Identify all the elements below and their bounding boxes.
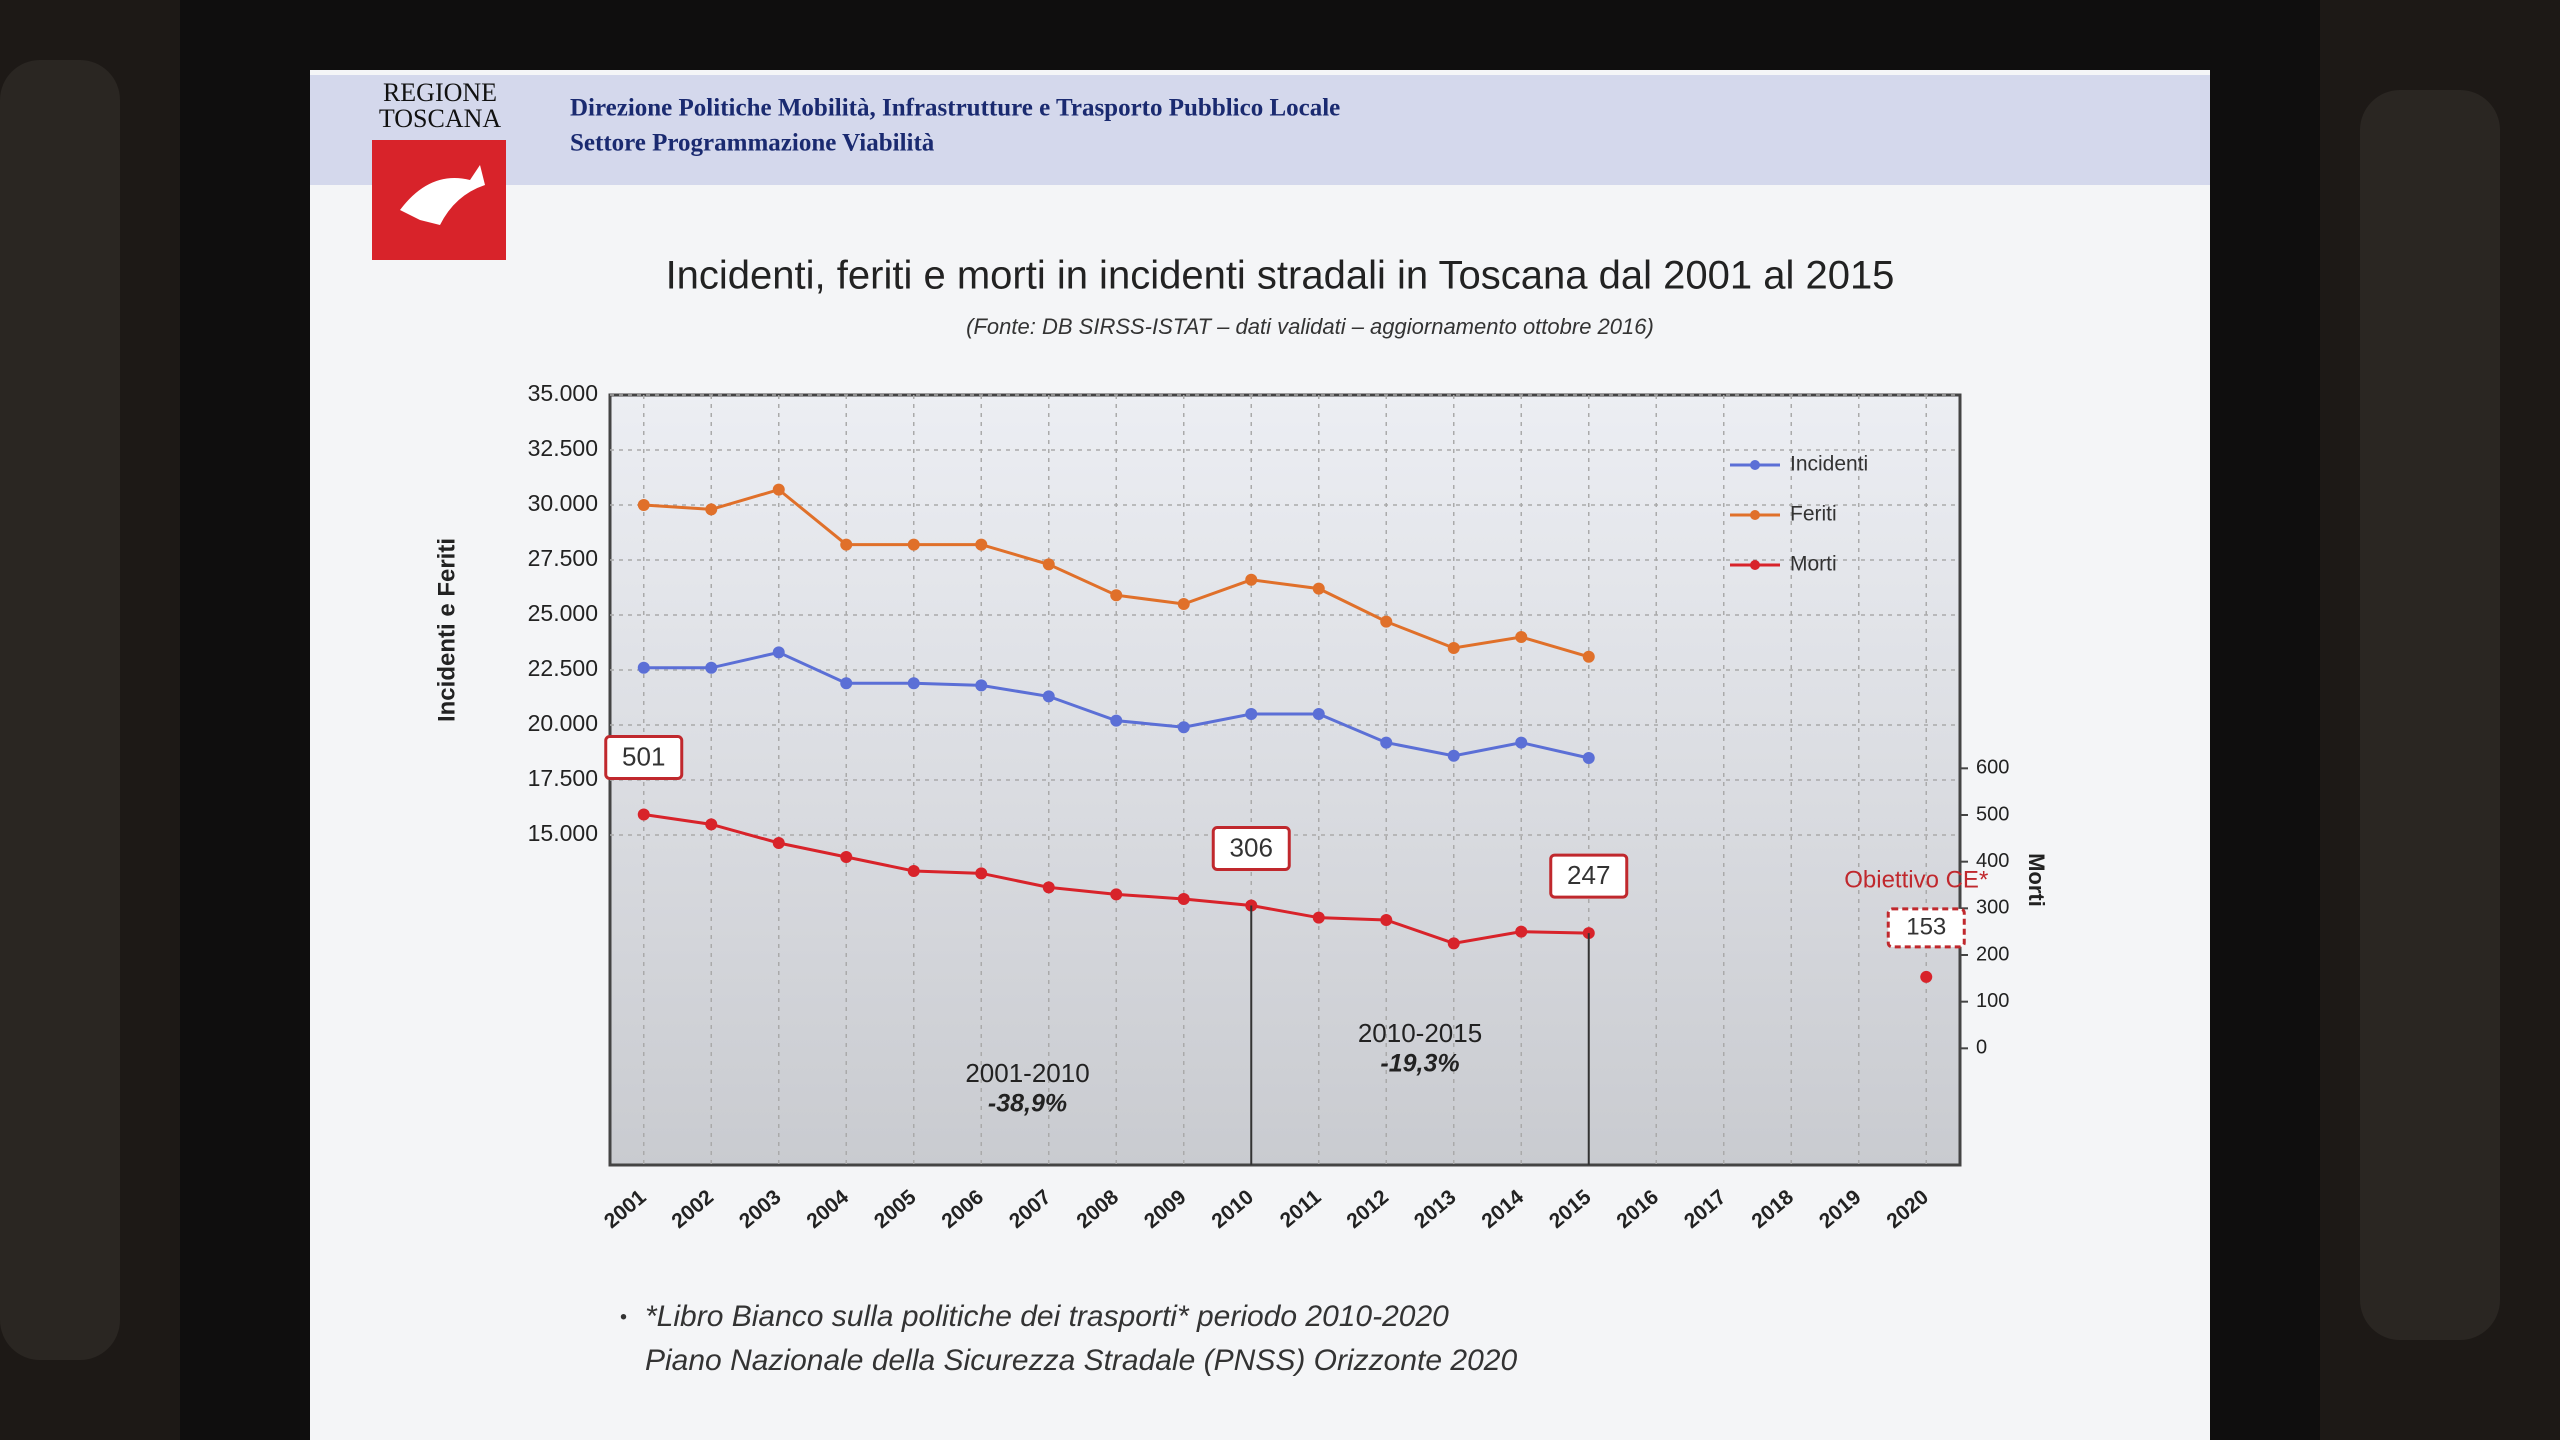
y-tick-label: 32.500 <box>528 435 598 461</box>
point <box>705 661 718 674</box>
point <box>975 538 988 551</box>
point <box>1245 708 1258 720</box>
chart: 15.000 17.500 20.000 22.500 25.000 27.500 30.0… <box>433 380 2049 1233</box>
target-value-label: 153 <box>1906 913 1946 940</box>
y-tick-label: 22.500 <box>528 655 598 681</box>
y-axis-label: Incidenti e Feriti <box>433 538 460 722</box>
point <box>1312 582 1325 595</box>
point <box>1042 881 1055 894</box>
data-label: 247 <box>1567 860 1610 890</box>
point <box>840 677 853 690</box>
point <box>772 646 785 659</box>
point <box>907 538 920 551</box>
point <box>1177 893 1190 905</box>
point <box>907 677 920 690</box>
point <box>1110 589 1123 602</box>
point <box>840 851 853 863</box>
point <box>637 808 650 821</box>
point <box>1380 914 1393 926</box>
target-point <box>1920 970 1933 983</box>
y-tick-label: 25.000 <box>528 600 598 626</box>
header-line: Direzione Politiche Mobilità, Infrastrut… <box>570 95 1340 122</box>
y2-tick-label: 600 <box>1976 757 2009 779</box>
point <box>1312 911 1325 924</box>
y2-tick-label: 300 <box>1976 897 2009 919</box>
point <box>772 837 785 849</box>
point <box>1582 752 1595 764</box>
point <box>1042 558 1055 571</box>
chart-title: Incidenti, feriti e morti in incidenti s… <box>666 254 1895 298</box>
point <box>1447 749 1460 762</box>
point <box>1380 615 1393 628</box>
point <box>1042 690 1055 703</box>
legend-marker <box>1750 510 1760 520</box>
point <box>1110 714 1123 727</box>
point <box>907 865 920 877</box>
period-label: 2010-2015 <box>1358 1018 1482 1048</box>
chart-subtitle: (Fonte: DB SIRSS-ISTAT – dati validati –… <box>966 314 1654 339</box>
legend-label: Feriti <box>1790 503 1837 526</box>
point <box>637 499 650 511</box>
point <box>1515 631 1528 643</box>
point <box>840 538 853 551</box>
y-tick-label: 17.500 <box>528 765 598 791</box>
point <box>705 503 718 516</box>
header-bar <box>310 75 2210 185</box>
point <box>1447 642 1460 654</box>
point <box>975 867 988 880</box>
point <box>1515 925 1528 938</box>
y2-tick-label: 500 <box>1976 803 2009 825</box>
data-label: 501 <box>622 741 665 771</box>
point <box>975 679 988 692</box>
legend-marker <box>1750 560 1760 570</box>
y-tick-label: 15.000 <box>528 820 598 846</box>
y-tick-label: 30.000 <box>528 490 598 516</box>
point <box>1312 708 1325 720</box>
target-label-box <box>1886 907 1966 949</box>
legend-label: Incidenti <box>1790 453 1868 476</box>
period-label: 2001-2010 <box>965 1058 1089 1088</box>
point <box>1177 721 1190 734</box>
point <box>637 661 650 674</box>
logo-text: REGIONE <box>383 78 497 107</box>
y-tick-label: 27.500 <box>528 545 598 571</box>
point <box>1447 937 1460 950</box>
logo-horse <box>400 165 485 225</box>
y-tick-label: 20.000 <box>528 710 598 736</box>
data-label-box <box>1211 826 1291 872</box>
legend-label: Morti <box>1790 553 1837 576</box>
point <box>1515 736 1528 749</box>
legend-marker <box>1750 460 1760 470</box>
y2-tick-label: 200 <box>1976 943 2009 965</box>
y2-tick-label: 400 <box>1976 850 2009 872</box>
logo-text: TOSCANA <box>379 104 502 133</box>
data-label-box <box>1549 853 1629 899</box>
point <box>1582 650 1595 663</box>
header-line: Settore Programmazione Viabilità <box>570 130 935 157</box>
point <box>1177 598 1190 610</box>
point <box>705 818 718 831</box>
point <box>1380 736 1393 749</box>
y2-tick-label: 0 <box>1976 1037 1987 1059</box>
y-tick-label: 35.000 <box>528 380 598 406</box>
speaker-right <box>2360 90 2500 1340</box>
point <box>1110 888 1123 901</box>
footnote: Piano Nazionale della Sicurezza Stradale… <box>645 1344 1517 1377</box>
period-change: -19,3% <box>1380 1050 1459 1078</box>
period-change: -38,9% <box>988 1090 1067 1118</box>
data-label-box <box>604 735 684 781</box>
footnote: *Libro Bianco sulla politiche dei traspo… <box>645 1300 1449 1333</box>
y2-axis-label: Morti <box>2024 853 2049 907</box>
data-label: 306 <box>1230 832 1273 862</box>
target-label: Obiettivo CE* <box>1844 866 1988 893</box>
point <box>772 483 785 496</box>
bullet: • <box>620 1306 627 1328</box>
speaker-left <box>0 60 120 1360</box>
y2-tick-label: 100 <box>1976 990 2009 1012</box>
point <box>1245 573 1258 586</box>
